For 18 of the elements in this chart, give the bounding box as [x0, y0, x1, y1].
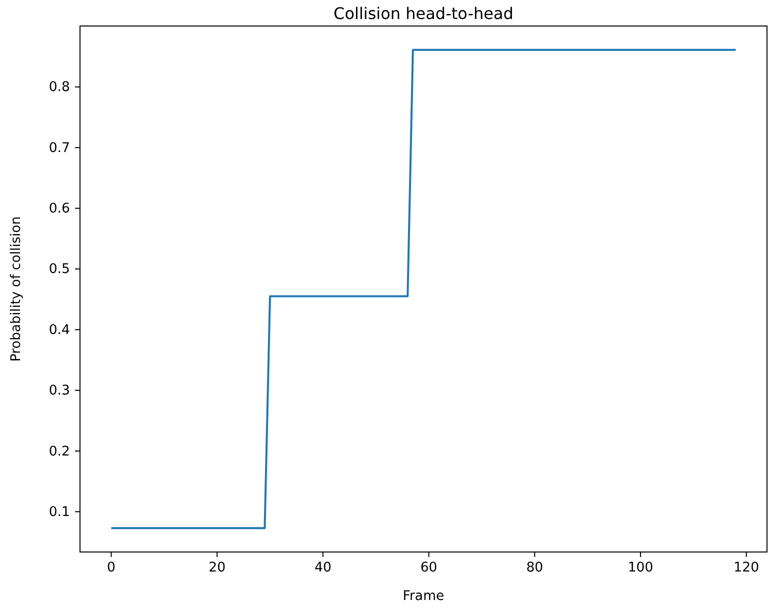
- y-axis-title: Probability of collision: [9, 216, 24, 362]
- x-tick-label: 40: [314, 560, 332, 576]
- x-tick-label: 0: [106, 560, 116, 576]
- x-tick-label: 100: [628, 560, 654, 576]
- y-tick-label: 0.1: [48, 504, 70, 520]
- x-tick-label: 20: [208, 560, 226, 576]
- y-tick-label: 0.5: [48, 262, 70, 278]
- x-axis-title: Frame: [402, 589, 444, 604]
- x-tick-label: 60: [420, 560, 438, 576]
- y-tick-label: 0.2: [48, 444, 70, 460]
- y-tick-label: 0.6: [48, 202, 70, 217]
- chart-title: Collision head-to-head: [334, 4, 514, 23]
- y-tick-label: 0.3: [48, 384, 70, 399]
- y-tick-label: 0.4: [48, 322, 70, 338]
- y-tick-label: 0.7: [48, 140, 70, 156]
- x-tick-label: 80: [526, 560, 544, 576]
- x-tick-label: 120: [734, 560, 760, 576]
- y-tick-label: 0.8: [48, 80, 70, 96]
